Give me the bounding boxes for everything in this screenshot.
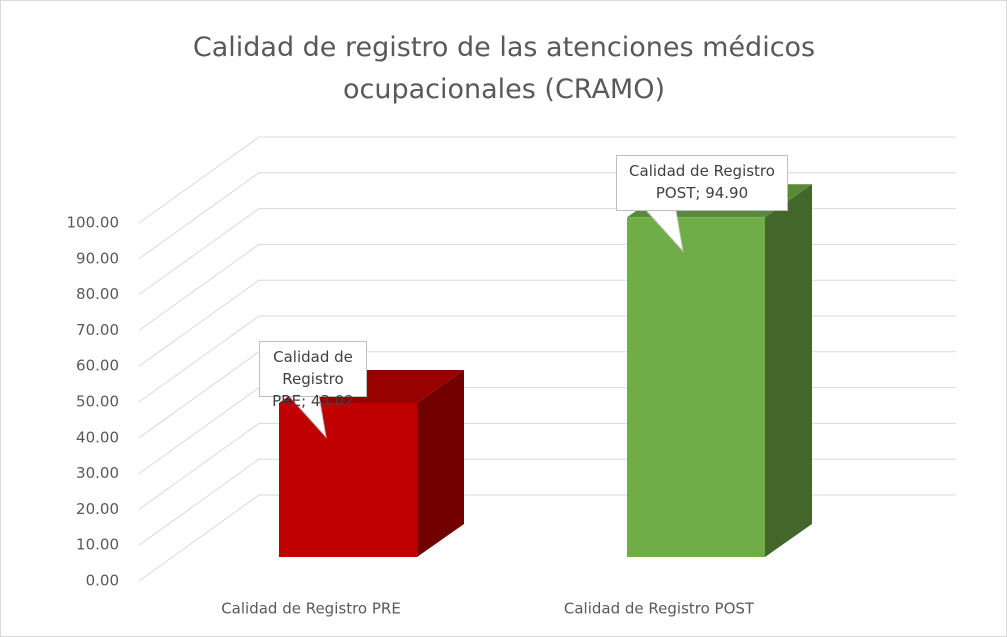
- bar-side: [417, 369, 464, 557]
- y-tick-label: 40.00: [76, 428, 119, 446]
- y-tick-label: 30.00: [76, 464, 119, 482]
- chart-title: Calidad de registro de las atenciones mé…: [192, 32, 816, 105]
- y-tick-label: 50.00: [76, 393, 119, 411]
- x-tick-label: Calidad de Registro PRE: [221, 600, 401, 618]
- y-tick-label: 10.00: [76, 536, 119, 554]
- x-tick-label: Calidad de Registro POST: [564, 600, 755, 618]
- data-label: Calidad de Registro POST; 94.90: [616, 155, 788, 212]
- bar-side: [765, 184, 812, 557]
- grid-line: [138, 136, 956, 224]
- grid-line: [138, 458, 956, 546]
- bar: [627, 217, 765, 557]
- data-label: Calidad de Registro PRE; 43.02: [259, 340, 367, 410]
- grid-line: [138, 422, 956, 510]
- grid-line: [138, 387, 956, 475]
- grid-line: [138, 208, 956, 296]
- y-tick-label: 100.00: [67, 214, 120, 232]
- y-tick-label: 70.00: [76, 321, 119, 339]
- y-tick-label: 90.00: [76, 249, 119, 267]
- y-tick-label: 80.00: [76, 285, 119, 303]
- y-tick-label: 20.00: [76, 500, 119, 518]
- y-tick-label: 60.00: [76, 357, 119, 375]
- bar: [279, 402, 417, 557]
- y-tick-label: 0.00: [86, 572, 119, 590]
- grid-line: [138, 172, 956, 260]
- grid-line: [138, 243, 956, 331]
- grid-line: [138, 494, 956, 582]
